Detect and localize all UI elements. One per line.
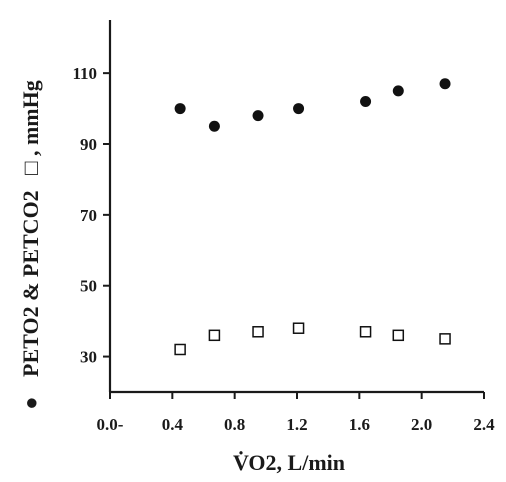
x-tick-label: 2.4 [473,415,495,434]
axes [108,20,484,394]
y-tick-label: 30 [80,348,97,367]
pet-co2-point [439,333,451,345]
y-ticks: 30 50 70 90 110 [72,64,110,367]
x-tick-label: 1.2 [286,415,307,434]
pet-co2-point [392,329,405,342]
y-axis-title-marker-1: ● [18,396,43,409]
y-tick-label: 110 [72,64,97,83]
pet-o2-point [208,120,220,132]
pet-o2-point [439,78,451,90]
pet-co2-point [208,329,221,342]
x-axis-title: V̇O2, L/min [233,450,345,475]
pet-o2-point [360,95,372,107]
data-points [174,78,451,356]
y-tick-label: 70 [80,206,97,225]
x-tick-label: 0.4 [162,415,184,434]
x-ticks: 0.0- 0.4 0.8 1.2 1.6 2.0 2.4 [97,392,495,434]
pet-o2-point [293,103,305,115]
pet-co2-point [174,343,186,356]
y-axis-title-unit: , mmHg [18,80,43,156]
y-axis-title-marker-2: □ [18,162,43,175]
x-tick-label: 1.6 [349,415,370,434]
y-axis-title-main: PETO2 & PETCO2 [18,190,43,377]
svg-text:● PETO2 & PETCO2 □: ● PETO2 & PETCO2 □ , mmHg [18,80,43,409]
pet-o2-point [174,103,186,115]
x-tick-label: 2.0 [411,415,432,434]
x-tick-label: 0.0- [97,415,124,434]
pet-co2-point [292,322,305,334]
y-tick-label: 90 [80,135,97,154]
x-tick-label: 0.8 [224,415,245,434]
pet-o2-point [252,110,264,122]
y-tick-label: 50 [80,277,97,296]
y-axis-title: ● PETO2 & PETCO2 □ , mmHg [18,80,43,409]
pet-co2-point [252,326,264,338]
pet-o2-point [392,85,404,97]
pet-co2-point [359,326,372,338]
